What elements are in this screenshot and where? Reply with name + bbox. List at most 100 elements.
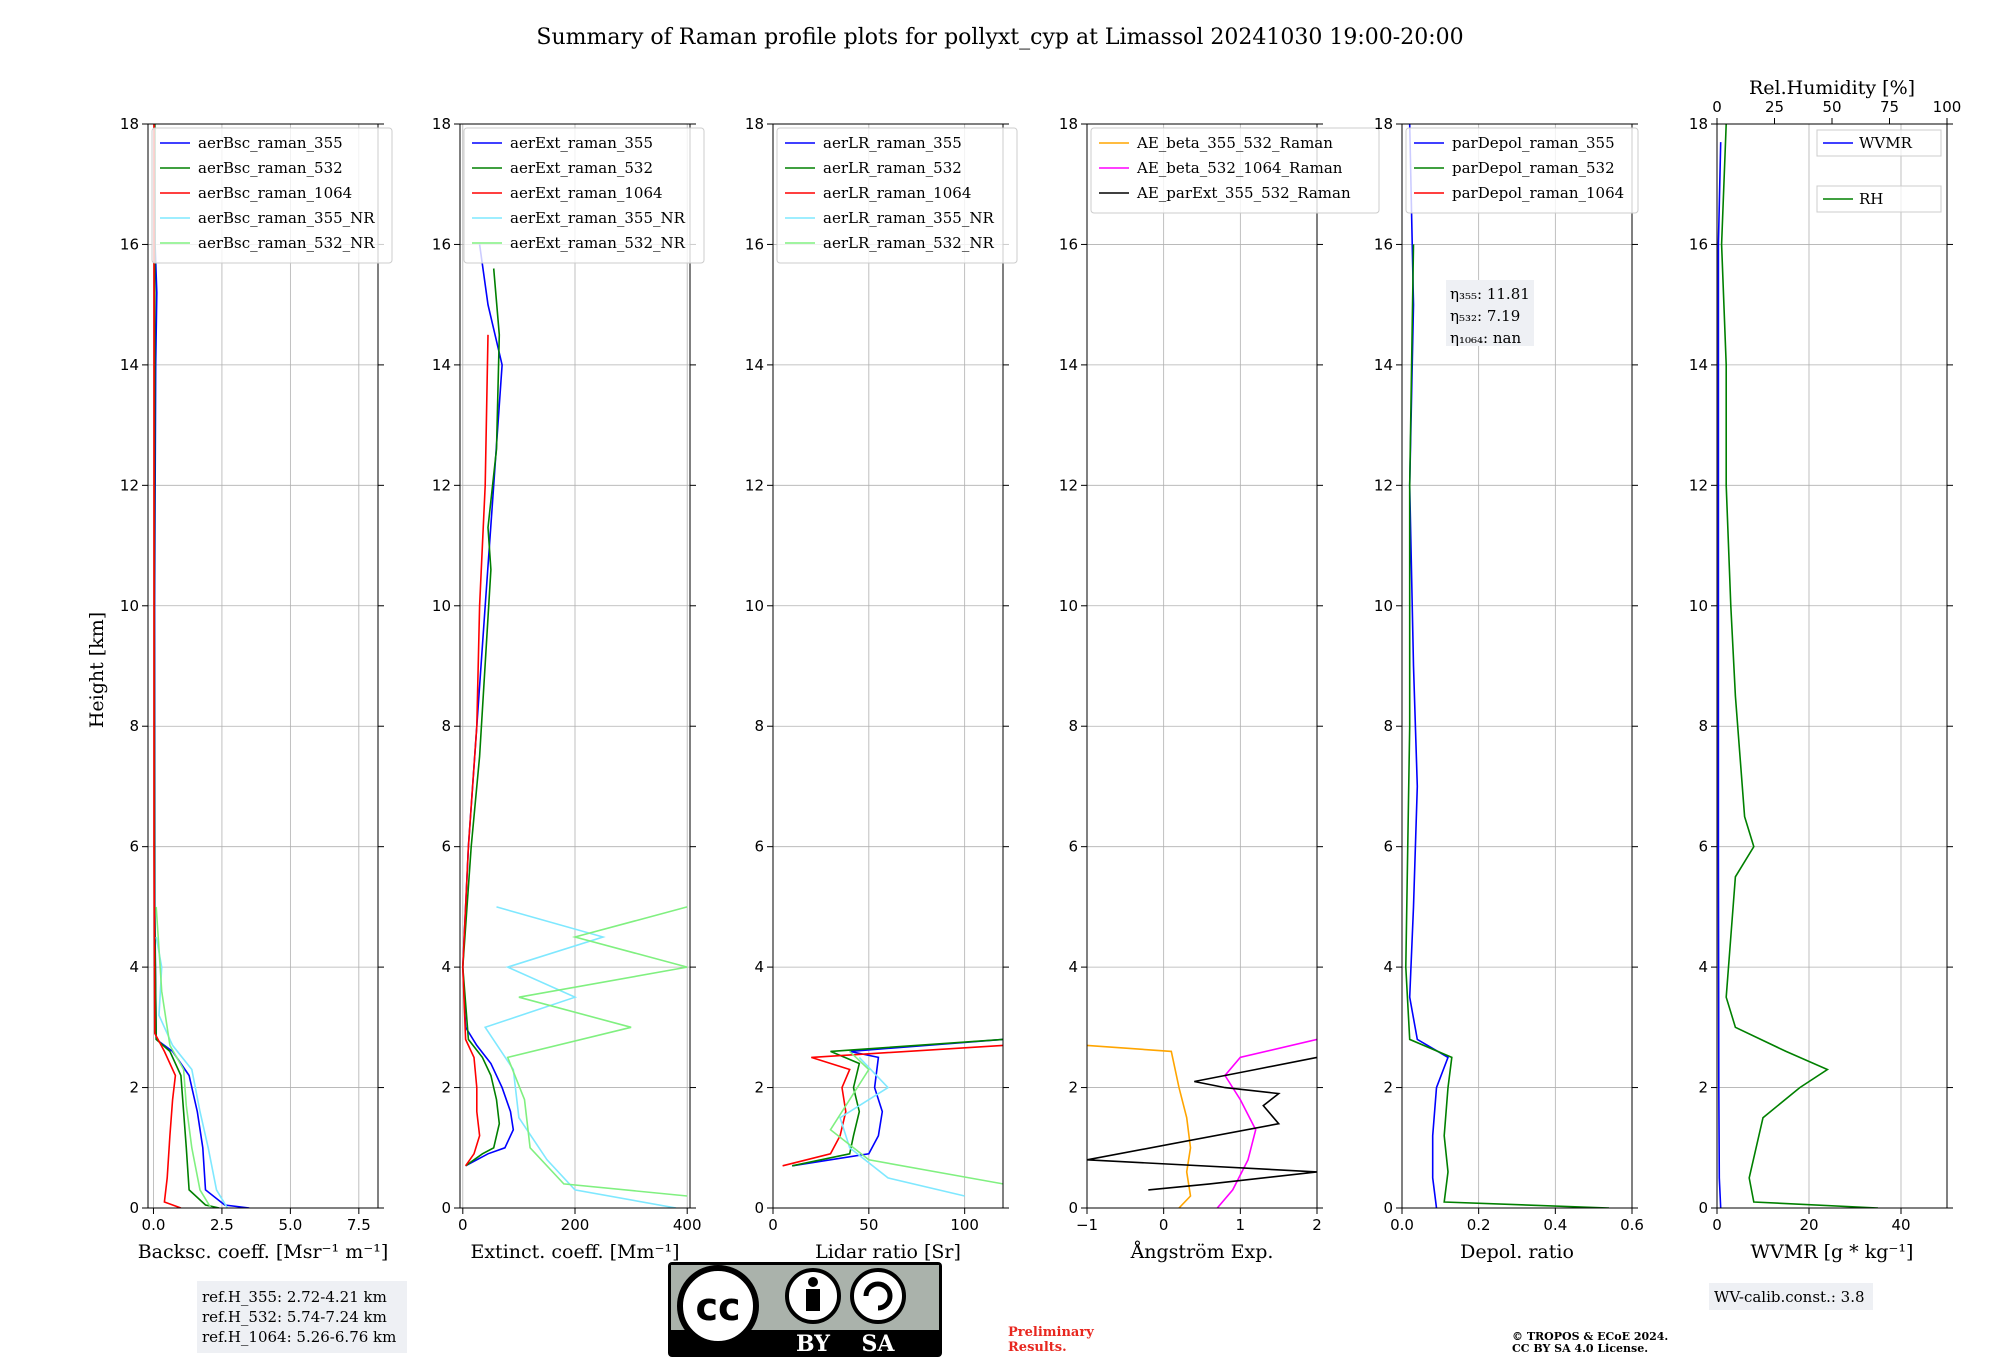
legend-label: parDepol_raman_355 bbox=[1452, 134, 1615, 152]
x-tick-label: 0.0 bbox=[142, 1216, 166, 1234]
y-tick-label: 6 bbox=[129, 838, 139, 856]
preliminary-line-1: Preliminary bbox=[1008, 1325, 1094, 1340]
y-tick-label: 8 bbox=[1068, 717, 1078, 735]
x-tick-label: 2 bbox=[1312, 1216, 1322, 1234]
legend-label: aerExt_raman_1064 bbox=[510, 184, 663, 202]
series-line-AE_parExt_355_532_Raman bbox=[1087, 1056, 1317, 1191]
top-x-tick-label: 75 bbox=[1880, 98, 1899, 116]
y-tick-label: 6 bbox=[754, 838, 764, 856]
panel-frame bbox=[1086, 123, 1318, 1209]
y-tick-label: 14 bbox=[745, 356, 764, 374]
y-tick-label: 8 bbox=[1698, 717, 1708, 735]
series-group bbox=[1087, 1038, 1317, 1208]
y-tick-label: 18 bbox=[745, 115, 764, 133]
y-tick-label: 14 bbox=[1374, 356, 1393, 374]
x-tick-label: 40 bbox=[1891, 1216, 1910, 1234]
y-tick-label: 16 bbox=[1059, 235, 1078, 253]
series-line-aerBsc_raman_1064 bbox=[153, 124, 182, 1208]
x-axis-label: Depol. ratio bbox=[1460, 1241, 1574, 1263]
y-tick-label: 6 bbox=[1068, 838, 1078, 856]
y-tick-label: 6 bbox=[1383, 838, 1393, 856]
y-tick-label: 2 bbox=[754, 1079, 764, 1097]
legend-label: AE_parExt_355_532_Raman bbox=[1136, 184, 1351, 202]
y-tick-label: 10 bbox=[1689, 597, 1708, 615]
legend-label: WVMR bbox=[1859, 134, 1913, 152]
series-line-aerLR_raman_532_NR bbox=[829, 1050, 1003, 1185]
x-tick-label: 100 bbox=[950, 1216, 979, 1234]
panel-frame bbox=[1716, 123, 1948, 1209]
eta-annotation: η₅₃₂: 7.19 bbox=[1450, 307, 1520, 325]
x-axis-label: Lidar ratio [Sr] bbox=[815, 1241, 961, 1263]
y-tick-label: 2 bbox=[129, 1079, 139, 1097]
y-tick-label: 14 bbox=[432, 356, 451, 374]
series-line-aerExt_raman_532 bbox=[461, 268, 501, 1167]
x-tick-label: 0 bbox=[1159, 1216, 1169, 1234]
y-tick-label: 0 bbox=[1383, 1199, 1393, 1217]
series-line-aerBsc_raman_355 bbox=[153, 124, 250, 1208]
figure-title: Summary of Raman profile plots for polly… bbox=[536, 25, 1463, 50]
legend-label: parDepol_raman_1064 bbox=[1452, 184, 1624, 202]
eta-annotation: η₃₅₅: 11.81 bbox=[1450, 285, 1530, 303]
y-tick-label: 8 bbox=[129, 717, 139, 735]
x-axis-label: WVMR [g * kg⁻¹] bbox=[1751, 1241, 1914, 1263]
y-tick-label: 14 bbox=[120, 356, 139, 374]
y-tick-label: 2 bbox=[441, 1079, 451, 1097]
x-tick-label: 0.2 bbox=[1467, 1216, 1491, 1234]
panel-frame bbox=[772, 123, 1004, 1209]
cc-circle-icon bbox=[677, 1265, 759, 1347]
y-tick-label: 10 bbox=[120, 597, 139, 615]
by-person-body bbox=[806, 1289, 820, 1311]
eta-annotation: η₁₀₆₄: nan bbox=[1450, 329, 1521, 347]
x-tick-label: 50 bbox=[859, 1216, 878, 1234]
legend-label: aerExt_raman_355 bbox=[510, 134, 653, 152]
y-tick-label: 18 bbox=[120, 115, 139, 133]
y-tick-label: 18 bbox=[1374, 115, 1393, 133]
y-tick-label: 10 bbox=[745, 597, 764, 615]
y-tick-label: 4 bbox=[1698, 958, 1708, 976]
copyright-line-1: © TROPOS & ECoE 2024. bbox=[1512, 1330, 1668, 1343]
series-line-aerExt_raman_355_NR bbox=[483, 906, 677, 1208]
sa-cycle-icon bbox=[850, 1268, 906, 1324]
sa-label: SA bbox=[862, 1331, 896, 1357]
y-tick-label: 2 bbox=[1383, 1079, 1393, 1097]
x-tick-label: 7.5 bbox=[347, 1216, 371, 1234]
panel-5: 0 2 4 6 8 10 12 14 16 18 0.0 0.2 0.4 0.6 Depol. ratio p… bbox=[1374, 115, 1644, 1263]
series-group bbox=[1404, 124, 1610, 1208]
x-axis-label: Backsc. coeff. [Msr⁻¹ m⁻¹] bbox=[138, 1241, 389, 1263]
ref-heights-box: ref.H_355: 2.72-4.21 km ref.H_532: 5.74-… bbox=[197, 1281, 407, 1353]
y-tick-label: 12 bbox=[745, 476, 764, 494]
y-tick-label: 8 bbox=[441, 717, 451, 735]
x-axis-label: Ångström Exp. bbox=[1130, 1241, 1274, 1263]
legend-box bbox=[776, 127, 1018, 264]
y-tick-label: 0 bbox=[129, 1199, 139, 1217]
y-tick-label: 18 bbox=[1059, 115, 1078, 133]
y-tick-label: 4 bbox=[1383, 958, 1393, 976]
legend-label: aerBsc_raman_1064 bbox=[198, 184, 352, 202]
wv-calib-bg bbox=[1709, 1283, 1873, 1310]
x-axis-label: Extinct. coeff. [Mm⁻¹] bbox=[470, 1241, 679, 1263]
x-tick-label: 2.5 bbox=[210, 1216, 234, 1234]
y-tick-label: 0 bbox=[754, 1199, 764, 1217]
x-tick-label: 0.6 bbox=[1620, 1216, 1644, 1234]
top-x-tick-label: 50 bbox=[1822, 98, 1841, 116]
legend-box bbox=[1090, 127, 1380, 214]
x-tick-label: 0.0 bbox=[1390, 1216, 1414, 1234]
ref-heights-bg bbox=[197, 1281, 407, 1353]
wv-calib-text: WV-calib.const.: 3.8 bbox=[1714, 1288, 1865, 1306]
series-line-aerExt_raman_1064 bbox=[461, 334, 489, 1167]
legend-label: AE_beta_355_532_Raman bbox=[1136, 134, 1333, 152]
y-tick-label: 12 bbox=[432, 476, 451, 494]
series-line-aerExt_raman_355 bbox=[461, 244, 515, 1167]
y-tick-label: 10 bbox=[1059, 597, 1078, 615]
series-line-parDepol_raman_355 bbox=[1408, 124, 1449, 1208]
series-group bbox=[1717, 124, 1879, 1208]
series-line-AE_beta_532_1064_Raman bbox=[1216, 1038, 1317, 1208]
y-tick-label: 10 bbox=[432, 597, 451, 615]
ref-line-355: ref.H_355: 2.72-4.21 km bbox=[202, 1288, 387, 1306]
sa-cycle-arc bbox=[863, 1281, 893, 1311]
series-line-aerBsc_raman_532_NR bbox=[155, 906, 212, 1208]
legend-label: aerExt_raman_532_NR bbox=[510, 234, 686, 252]
